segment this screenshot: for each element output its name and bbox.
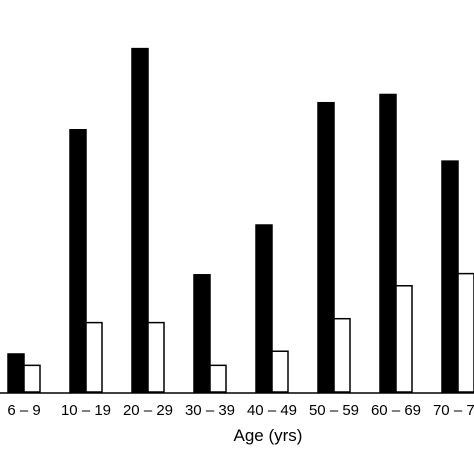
x-axis-title: Age (yrs)	[234, 426, 303, 445]
bar-filled-3	[193, 274, 211, 393]
x-tick-label-0: 6 – 9	[7, 402, 40, 419]
bar-open-1	[85, 321, 103, 393]
bar-open-3	[209, 364, 227, 393]
bar-filled-5	[317, 101, 335, 393]
x-tick-label-7: 70 – 79	[433, 402, 474, 419]
bar-open-5	[333, 317, 351, 393]
x-tick-labels: 6 – 9 10 – 19 20 – 29 30 – 39 40 – 49 50 – 59…	[7, 402, 474, 419]
x-tick-label-5: 50 – 59	[309, 402, 359, 419]
bar-filled-0	[7, 353, 25, 393]
x-tick-label-6: 60 – 69	[371, 402, 421, 419]
x-tick-label-2: 20 – 29	[123, 402, 173, 419]
x-tick-label-3: 30 – 39	[185, 402, 235, 419]
bar-filled-4	[255, 224, 273, 393]
bar-filled-7	[441, 160, 459, 393]
bar-filled-2	[131, 47, 149, 393]
bar-open-4	[271, 350, 289, 393]
bar-open-7	[457, 272, 474, 393]
bar-open-2	[147, 321, 165, 393]
bars-group	[7, 47, 474, 393]
x-tick-label-4: 40 – 49	[247, 402, 297, 419]
bar-filled-6	[379, 93, 397, 393]
bar-open-0	[23, 364, 41, 393]
bar-open-6	[395, 285, 413, 393]
x-tick-label-1: 10 – 19	[61, 402, 111, 419]
bar-filled-1	[69, 129, 87, 393]
